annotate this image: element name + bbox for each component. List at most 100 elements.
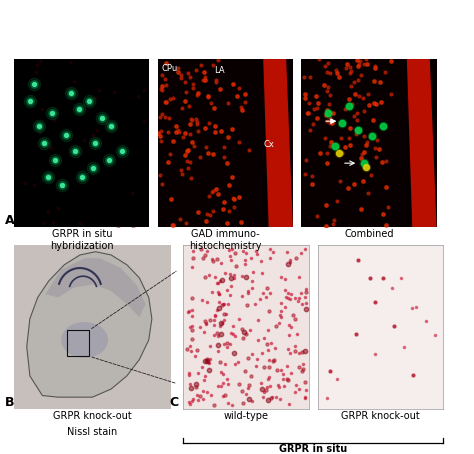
Point <box>200 69 208 76</box>
Point <box>210 401 218 409</box>
Point <box>227 329 235 336</box>
Point <box>322 134 329 142</box>
Point <box>281 276 289 283</box>
Point <box>178 170 186 178</box>
Point <box>36 128 44 136</box>
Point <box>266 246 273 253</box>
Point <box>238 292 246 300</box>
Point <box>235 194 243 201</box>
Point <box>346 125 354 132</box>
Point <box>89 164 96 172</box>
Point <box>379 123 386 130</box>
Point <box>194 396 202 404</box>
Point <box>200 69 208 76</box>
Point <box>48 109 56 116</box>
Point <box>323 107 331 114</box>
Polygon shape <box>27 252 152 397</box>
Point <box>328 119 336 127</box>
Point <box>254 355 261 362</box>
Point <box>347 68 355 75</box>
Point <box>350 78 357 85</box>
Point <box>174 126 182 133</box>
Point <box>91 139 99 147</box>
Point <box>201 274 209 281</box>
Point <box>162 59 170 66</box>
Point <box>40 219 48 227</box>
Point <box>355 77 362 84</box>
Point <box>371 64 379 72</box>
Point <box>51 156 58 163</box>
Point <box>228 125 236 133</box>
Point <box>233 92 240 99</box>
Point <box>295 295 303 302</box>
Point <box>398 274 405 281</box>
Point <box>269 248 277 256</box>
Point <box>400 344 408 351</box>
Point <box>322 111 329 118</box>
Point <box>364 139 371 146</box>
Point <box>198 296 206 304</box>
Polygon shape <box>46 258 146 317</box>
Point <box>202 144 210 151</box>
Point <box>210 322 218 329</box>
Point <box>188 138 196 145</box>
Point <box>360 149 367 156</box>
Point <box>114 223 121 230</box>
Point <box>330 217 338 224</box>
Point <box>387 57 395 64</box>
Point <box>283 362 291 370</box>
Point <box>204 149 211 157</box>
Point <box>229 194 237 201</box>
Point <box>345 96 352 103</box>
Point <box>197 246 205 253</box>
Point <box>267 340 275 347</box>
Point <box>228 245 236 252</box>
Point <box>284 295 292 302</box>
Point <box>336 149 343 157</box>
Point <box>49 218 56 226</box>
Point <box>219 206 227 213</box>
Point <box>371 100 378 107</box>
Point <box>201 376 208 384</box>
Point <box>371 350 379 357</box>
Point <box>221 392 228 399</box>
Point <box>202 321 210 328</box>
Point <box>203 298 210 305</box>
Point <box>163 98 170 105</box>
Point <box>334 375 341 383</box>
Point <box>347 83 355 90</box>
Point <box>217 322 224 330</box>
Point <box>258 270 265 277</box>
Text: Cx: Cx <box>263 140 274 148</box>
Point <box>376 78 383 85</box>
Point <box>371 64 379 72</box>
Point <box>295 350 302 357</box>
Point <box>228 257 235 264</box>
Text: GRPR knock-out: GRPR knock-out <box>341 411 420 421</box>
Point <box>164 128 172 136</box>
Point <box>214 348 222 355</box>
Point <box>331 143 339 150</box>
Point <box>354 116 361 123</box>
Point <box>170 221 177 228</box>
Point <box>241 99 248 106</box>
Ellipse shape <box>61 322 108 358</box>
Point <box>188 306 195 313</box>
Point <box>273 366 281 374</box>
Point <box>387 57 395 64</box>
Point <box>384 204 392 211</box>
Point <box>282 293 290 300</box>
Point <box>286 256 294 263</box>
Point <box>301 395 309 402</box>
Point <box>172 128 180 135</box>
Point <box>188 397 195 405</box>
Point <box>238 272 246 280</box>
Point <box>203 210 211 217</box>
Point <box>291 347 299 355</box>
Point <box>271 344 278 351</box>
Point <box>346 141 354 148</box>
Point <box>365 101 373 109</box>
Point <box>187 324 194 331</box>
Point <box>67 89 75 96</box>
Point <box>357 206 365 213</box>
